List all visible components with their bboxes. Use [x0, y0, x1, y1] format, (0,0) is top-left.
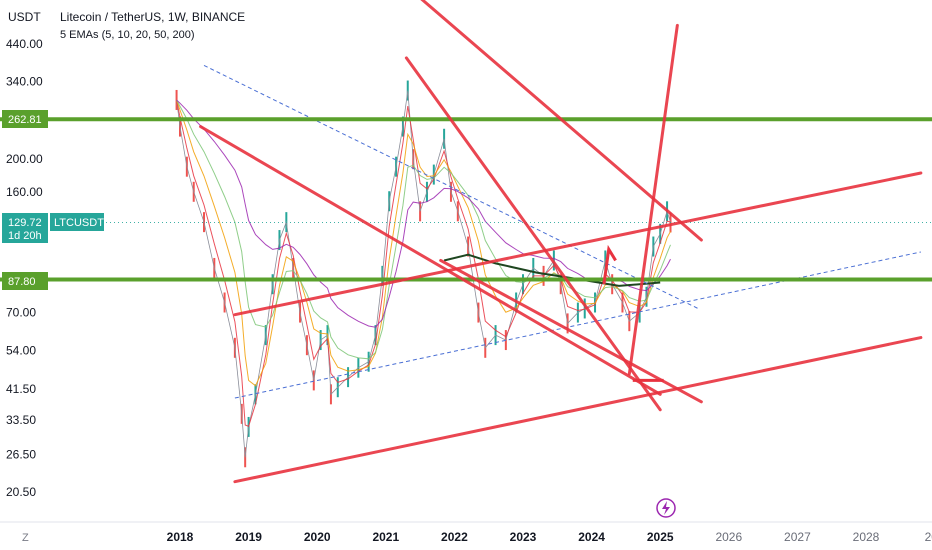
support-badge: 87.80 — [2, 272, 48, 290]
y-tick-label: 33.50 — [6, 413, 36, 427]
x-tick-label: 202 — [925, 530, 932, 544]
support-badge-value: 87.80 — [8, 276, 36, 288]
price-badge-countdown: 1d 20h — [8, 230, 42, 242]
red-trendline — [233, 336, 923, 484]
resistance-badge: 262.81 — [2, 110, 48, 128]
red-trendline — [627, 23, 679, 376]
price-badge-value: 129.72 — [8, 217, 42, 229]
y-tick-label: 26.50 — [6, 447, 36, 461]
y-tick-label: 200.00 — [6, 152, 43, 166]
dashed-trendline — [203, 64, 699, 309]
x-tick-label: 2022 — [441, 530, 468, 544]
x-tick-label: 2020 — [304, 530, 331, 544]
price-line — [176, 90, 671, 458]
bolt-icon[interactable] — [656, 498, 676, 518]
x-tick-label: 2019 — [235, 530, 262, 544]
x-tick-label: 2025 — [647, 530, 674, 544]
x-tick-label: 2024 — [578, 530, 605, 544]
x-tick-label: 2021 — [372, 530, 399, 544]
x-tick-label: 2018 — [167, 530, 194, 544]
x-tick-label: 2026 — [715, 530, 742, 544]
red-trendline — [420, 0, 703, 242]
unit-label: USDT — [8, 10, 41, 24]
red-trendline — [439, 258, 703, 404]
x-tick-label: 2027 — [784, 530, 811, 544]
indicator-legend[interactable]: 5 EMAs (5, 10, 20, 50, 200) — [60, 29, 195, 41]
x-axis[interactable]: 2018 2019 2020 2021 2022 2023 2024 2025 2026 2027… — [0, 521, 932, 544]
x-tick-label: 2023 — [510, 530, 537, 544]
symbol-title[interactable]: Litecoin / TetherUS, 1W, BINANCE — [60, 10, 245, 24]
y-axis[interactable]: 20.50 26.50 33.50 41.50 54.00 70.00 160.00 200.… — [6, 37, 43, 499]
y-tick-label: 54.00 — [6, 343, 36, 357]
dashed-trend-layer — [203, 64, 921, 399]
red-trendline — [404, 56, 662, 412]
chart-header: USDT Litecoin / TetherUS, 1W, BINANCE 5 … — [8, 10, 245, 41]
y-tick-label: 160.00 — [6, 185, 43, 199]
y-tick-label: 340.00 — [6, 75, 43, 89]
symbol-tag: LTCUSDT — [54, 217, 104, 229]
ema-line — [176, 99, 671, 328]
svg-text:Z: Z — [22, 532, 29, 544]
y-tick-label: 20.50 — [6, 485, 36, 499]
red-trendline — [199, 125, 662, 396]
resistance-badge-value: 262.81 — [8, 114, 42, 126]
dashed-trendline — [234, 251, 921, 399]
ema-200-line — [443, 253, 661, 287]
price-badge: 129.72 1d 20h LTCUSDT — [2, 213, 104, 243]
timezone-z-icon[interactable]: Z — [22, 532, 29, 544]
ema-line — [176, 99, 671, 360]
y-tick-label: 70.00 — [6, 306, 36, 320]
red-trendline — [233, 171, 923, 317]
y-tick-label: 440.00 — [6, 37, 43, 51]
price-series-layer — [175, 80, 672, 468]
y-tick-label: 41.50 — [6, 382, 36, 396]
x-tick-label: 2028 — [853, 530, 880, 544]
ema-line — [176, 99, 671, 387]
trendline-layer — [199, 0, 923, 484]
target-arrow — [602, 244, 617, 285]
